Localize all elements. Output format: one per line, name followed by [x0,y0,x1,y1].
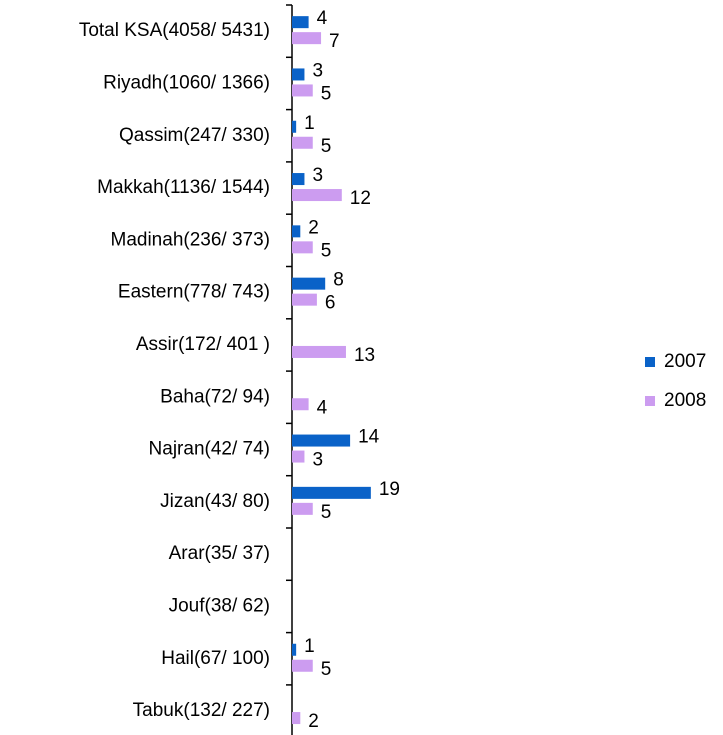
bar [292,32,322,45]
legend-swatch [645,357,655,367]
value-label: 12 [350,188,371,209]
category-label: Tabuk(132/ 227) [133,700,270,721]
value-label: 5 [321,136,332,157]
bar [292,712,301,725]
bar [292,398,309,411]
value-label: 5 [321,502,332,523]
value-label: 3 [312,60,323,81]
bar [292,486,371,499]
value-label: 2 [308,217,319,238]
bar [292,189,342,202]
value-label: 19 [379,479,400,500]
value-label: 1 [304,113,315,134]
bar [292,643,297,656]
category-label: Total KSA(4058/ 5431) [79,20,270,41]
category-label: Makkah(1136/ 1544) [97,177,270,198]
bar [292,225,301,238]
category-label: Hail(67/ 100) [161,648,270,669]
value-label: 3 [312,450,323,471]
category-label: Assir(172/ 401 ) [136,334,270,355]
bar [292,16,309,29]
value-label: 6 [325,293,336,314]
legend-swatch [645,396,655,406]
value-label: 1 [304,636,315,657]
value-label: 4 [317,397,328,418]
bar [292,241,313,254]
bar [292,277,326,290]
category-label: Jouf(38/ 62) [169,595,270,616]
value-label: 5 [321,240,332,261]
value-label: 13 [354,345,375,366]
value-label: 7 [329,31,340,52]
category-label: Najran(42/ 74) [149,439,270,460]
bar [292,293,317,306]
value-label: 3 [312,165,323,186]
legend-label: 2008 [664,390,706,411]
bar [292,136,313,149]
value-label: 5 [321,83,332,104]
bar [292,345,346,358]
bar [292,659,313,672]
bar [292,450,305,463]
bar [292,173,305,186]
value-label: 4 [317,8,328,29]
value-label: 2 [308,711,319,732]
bar [292,502,313,515]
bar [292,68,305,81]
bar [292,434,351,447]
category-label: Jizan(43/ 80) [160,491,270,512]
legend-label: 2007 [664,351,706,372]
bar [292,84,313,97]
category-label: Baha(72/ 94) [160,386,270,407]
value-label: 8 [333,270,344,291]
category-label: Arar(35/ 37) [169,543,270,564]
value-label: 5 [321,659,332,680]
category-label: Eastern(778/ 743) [118,282,270,303]
category-label: Qassim(247/ 330) [119,125,270,146]
category-label: Riyadh(1060/ 1366) [103,72,270,93]
category-label: Madinah(236/ 373) [111,229,271,250]
bar [292,120,297,133]
value-label: 14 [358,427,380,448]
